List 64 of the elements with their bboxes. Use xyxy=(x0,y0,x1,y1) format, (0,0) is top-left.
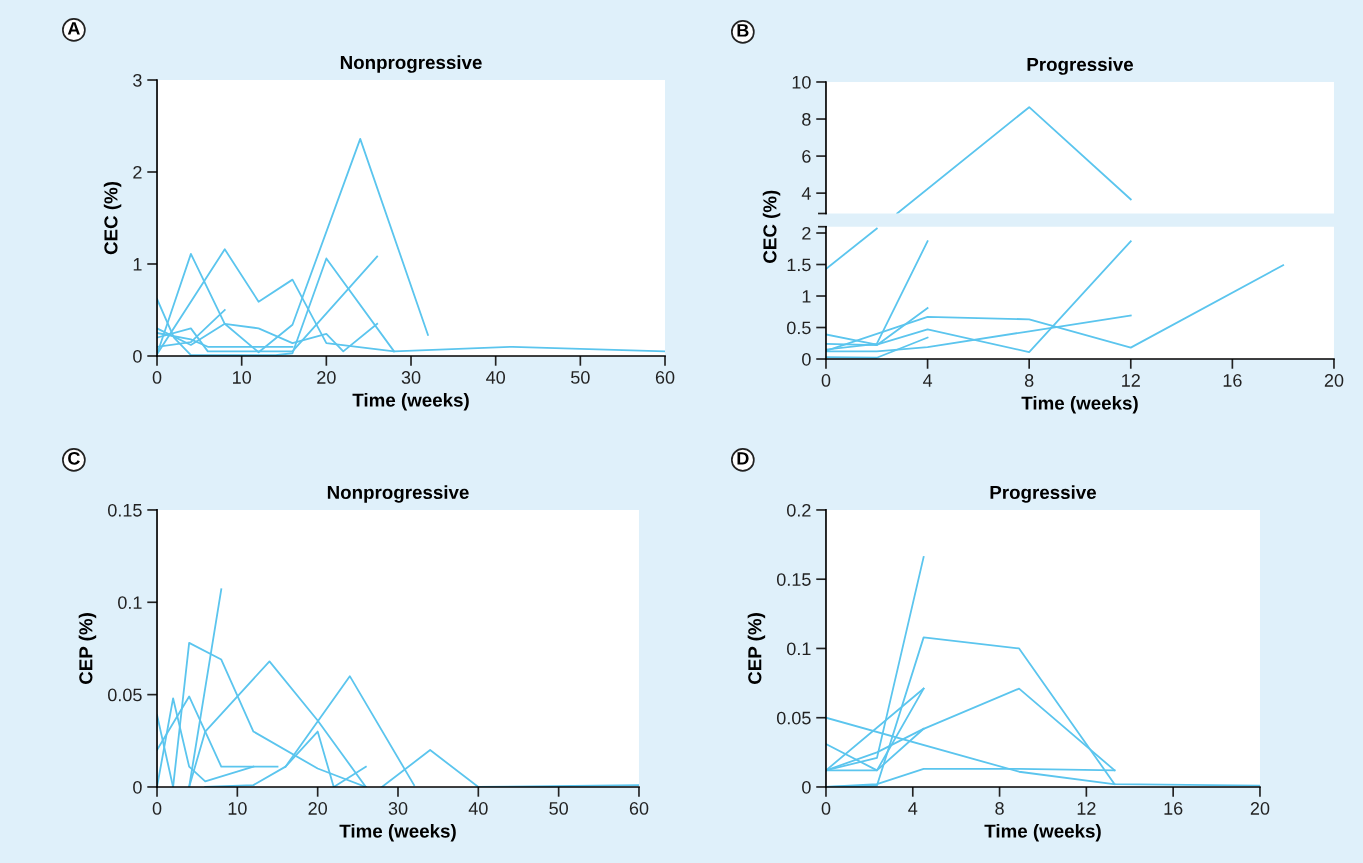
x-tick-label: 20 xyxy=(317,371,336,384)
x-tick-label: 50 xyxy=(549,802,568,815)
text: A xyxy=(67,22,80,35)
y-tick-label: 0 xyxy=(133,780,142,794)
y-tick-label: 4 xyxy=(801,187,811,200)
x-tick-label: 40 xyxy=(486,371,506,384)
y-tick-label: 0 xyxy=(133,349,142,363)
text: C xyxy=(68,451,80,465)
x-axis-title: Time (weeks) xyxy=(984,823,1101,842)
y-tick-label: 2 xyxy=(802,226,811,240)
text: D xyxy=(737,452,749,465)
x-tick-label: 4 xyxy=(922,374,933,387)
y-tick-label: 0.15 xyxy=(776,573,811,586)
y-axis-title: CEC (%) xyxy=(103,181,122,255)
y-tick-label: 6 xyxy=(802,150,811,163)
x-tick-label: 30 xyxy=(388,802,408,815)
chart-title: Progressive xyxy=(1027,57,1134,75)
x-tick-label: 12 xyxy=(1077,802,1096,815)
x-tick-label: 60 xyxy=(629,802,649,815)
y-tick-label: 0.1 xyxy=(118,596,142,610)
x-tick-label: 0 xyxy=(821,374,831,387)
x-tick-label: 10 xyxy=(228,802,247,815)
x-axis-title: Time (weeks) xyxy=(339,823,456,842)
x-tick-label: 10 xyxy=(233,371,252,384)
x-tick-label: 30 xyxy=(401,371,421,384)
y-tick-label: 0.05 xyxy=(108,688,142,702)
y-tick-label: 0 xyxy=(802,352,811,366)
y-tick-label: 2 xyxy=(133,165,142,179)
y-axis-title: CEP (%) xyxy=(747,613,766,684)
y-tick-label: 0.1 xyxy=(787,642,811,656)
y-tick-label: 3 xyxy=(133,73,142,87)
y-tick-label: 0.5 xyxy=(787,321,811,335)
y-tick-label: 0.15 xyxy=(108,503,142,517)
y-tick-label: 8 xyxy=(802,112,811,126)
text: B xyxy=(737,24,749,37)
x-tick-label: 40 xyxy=(468,802,488,815)
x-tick-label: 16 xyxy=(1164,802,1183,815)
chart-title: Nonprogressive xyxy=(340,55,482,73)
chart-title: Progressive xyxy=(990,485,1097,503)
y-tick-label: 0.2 xyxy=(787,503,811,517)
y-tick-label: 0.05 xyxy=(776,711,811,725)
y-tick-label: 1 xyxy=(802,290,811,303)
x-tick-label: 8 xyxy=(995,802,1004,815)
x-tick-label: 50 xyxy=(571,371,590,384)
x-tick-label: 20 xyxy=(1324,374,1344,387)
x-tick-label: 4 xyxy=(908,802,918,815)
x-tick-label: 0 xyxy=(152,371,162,384)
x-tick-label: 12 xyxy=(1122,374,1140,387)
y-axis-title: CEP (%) xyxy=(78,613,97,684)
y-tick-label: 10 xyxy=(792,75,811,89)
x-tick-label: 20 xyxy=(1250,802,1270,815)
x-axis-title: Time (weeks) xyxy=(352,392,469,411)
x-tick-label: 0 xyxy=(821,802,831,815)
x-tick-label: 8 xyxy=(1024,374,1034,387)
x-axis-title: Time (weeks) xyxy=(1021,395,1138,414)
y-axis-title: CEC (%) xyxy=(762,190,781,263)
y-tick-label: 1 xyxy=(133,258,142,271)
x-tick-label: 0 xyxy=(152,802,162,815)
y-tick-label: 0 xyxy=(802,780,811,794)
x-tick-label: 20 xyxy=(308,802,328,815)
x-tick-label: 16 xyxy=(1223,374,1242,387)
x-tick-label: 60 xyxy=(655,371,675,384)
chart-title: Nonprogressive xyxy=(327,485,469,503)
y-tick-label: 1.5 xyxy=(787,258,811,272)
